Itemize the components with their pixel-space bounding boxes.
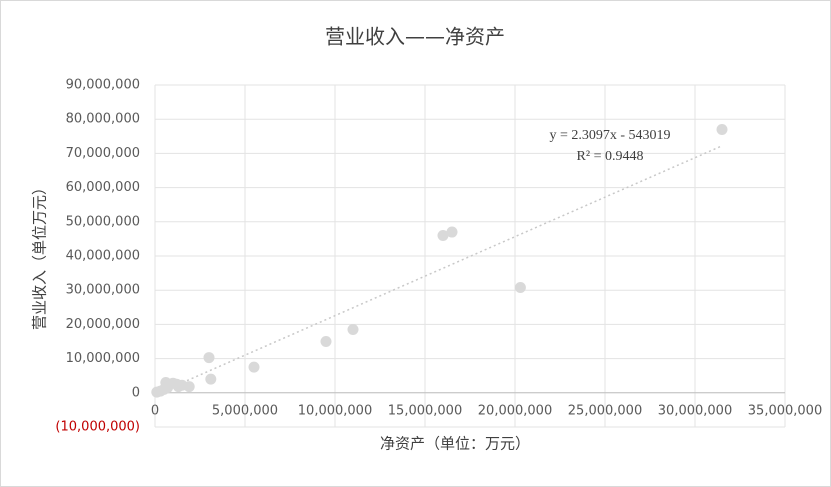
trendline-equation: y = 2.3097x - 543019 bbox=[549, 128, 670, 143]
x-tick-label: 5,000,000 bbox=[212, 403, 278, 418]
x-tick-label: 10,000,000 bbox=[298, 403, 372, 418]
point bbox=[320, 336, 332, 347]
trendline-r-squared: R² = 0.9448 bbox=[577, 149, 644, 164]
x-tick-label: 35,000,000 bbox=[748, 403, 822, 418]
y-tick-label: 20,000,000 bbox=[66, 317, 140, 332]
chart-title: 营业收入——净资产 bbox=[325, 25, 505, 49]
point bbox=[514, 281, 526, 293]
y-tick-label: 40,000,000 bbox=[66, 249, 140, 264]
y-tick-label: 0 bbox=[132, 385, 140, 400]
point bbox=[205, 373, 217, 385]
point bbox=[172, 381, 184, 393]
point bbox=[716, 123, 728, 135]
x-tick-label: 25,000,000 bbox=[568, 403, 642, 418]
point bbox=[151, 386, 163, 398]
point bbox=[446, 226, 458, 238]
y-tick-label: 80,000,000 bbox=[66, 112, 140, 127]
x-tick-label: 15,000,000 bbox=[388, 403, 462, 418]
y-tick-label: 10,000,000 bbox=[66, 351, 140, 366]
x-tick-label: 20,000,000 bbox=[478, 403, 552, 418]
y-tick-label: (10,000,000) bbox=[55, 420, 140, 435]
y-tick-label: 30,000,000 bbox=[66, 283, 140, 298]
point bbox=[183, 381, 195, 393]
point bbox=[347, 324, 359, 336]
y-tick-label: 60,000,000 bbox=[66, 180, 140, 195]
y-tick-label: 90,000,000 bbox=[66, 78, 140, 93]
point bbox=[162, 382, 174, 394]
trendline bbox=[154, 145, 723, 396]
y-tick-label: 50,000,000 bbox=[66, 214, 140, 229]
y-tick-label: 70,000,000 bbox=[66, 146, 140, 161]
point bbox=[437, 229, 449, 241]
x-tick-label: 0 bbox=[151, 403, 159, 418]
x-axis-title: 净资产（单位：万元） bbox=[380, 435, 530, 453]
x-tick-label: 30,000,000 bbox=[658, 403, 732, 418]
point bbox=[248, 361, 260, 373]
point bbox=[203, 352, 215, 364]
y-axis-title: 营业收入（单位万元） bbox=[31, 180, 49, 330]
